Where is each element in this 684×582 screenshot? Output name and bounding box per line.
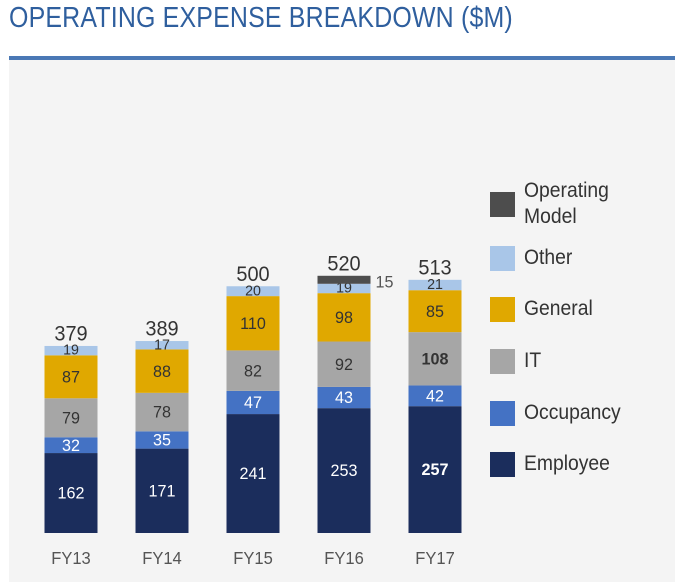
data-label-general-fy15: 110 <box>240 314 266 333</box>
total-label-fy13: 379 <box>54 322 87 346</box>
data-label-occupancy-fy16: 43 <box>335 388 353 407</box>
bar-it-fy13 <box>44 398 98 438</box>
bar-other-fy16 <box>317 283 371 294</box>
bar-general-fy15 <box>226 296 280 351</box>
legend-item-other: Other <box>490 245 577 271</box>
legend-item-occupancy: Occupancy <box>490 400 629 426</box>
data-label-occupancy-fy13: 32 <box>62 435 80 454</box>
bar-it-fy14 <box>135 392 189 432</box>
legend-label-it: IT <box>524 349 542 372</box>
data-label-general-fy14: 88 <box>153 361 171 380</box>
legend-item-it: IT <box>490 348 543 374</box>
bar-general-fy14 <box>135 349 189 393</box>
bar-general-fy13 <box>44 355 98 399</box>
data-label-occupancy-fy15: 47 <box>244 393 262 412</box>
legend-label-general: General <box>524 297 593 320</box>
bar-employee-fy15 <box>226 414 280 533</box>
x-tick-label-fy16: FY16 <box>324 548 364 569</box>
total-label-fy14: 389 <box>145 317 178 341</box>
bar-occupancy-fy13 <box>44 437 98 454</box>
title-divider <box>9 56 675 60</box>
x-tick-label-fy15: FY15 <box>233 548 273 569</box>
data-label-occupancy-fy17: 42 <box>426 386 444 405</box>
bar-other-fy15 <box>226 286 280 297</box>
chart-panel: 162 32 79 87 19 379 FY13 171 35 78 88 17 389 FY14 241 4… <box>9 60 675 582</box>
page-title: OPERATING EXPENSE BREAKDOWN ($M) <box>9 2 513 34</box>
data-label-occupancy-fy14: 35 <box>153 430 171 449</box>
legend-label-employee: Employee <box>524 452 610 475</box>
x-tick-label-fy13: FY13 <box>51 548 91 569</box>
bar-other-fy13 <box>44 345 98 356</box>
bar-it-fy17 <box>408 332 462 386</box>
data-label-employee-fy17: 257 <box>422 460 449 479</box>
data-label-general-fy16: 98 <box>335 308 353 327</box>
data-label-it-fy15: 82 <box>244 361 262 380</box>
bar-general-fy17 <box>408 290 462 333</box>
legend-swatch-it <box>490 348 515 374</box>
bar-employee-fy13 <box>44 453 98 533</box>
data-label-general-fy17: 85 <box>426 301 444 320</box>
data-label-it-fy14: 78 <box>153 402 171 421</box>
x-tick-label-fy17: FY17 <box>415 548 455 569</box>
legend-label-occupancy: Occupancy <box>524 401 621 424</box>
bar-occupancy-fy16 <box>317 386 371 409</box>
data-label-general-fy13: 87 <box>62 367 80 386</box>
data-label-it-fy13: 79 <box>62 408 80 427</box>
total-label-fy15: 500 <box>236 262 269 286</box>
bar-other-fy14 <box>135 341 189 350</box>
legend-swatch-other <box>490 245 515 271</box>
data-label-operating-model-fy16: 15 <box>376 272 394 291</box>
data-label-employee-fy13: 162 <box>58 483 85 502</box>
stacked-bar-chart: 16232798719379FY1317135788817389FY142414… <box>44 252 462 569</box>
bar-it-fy16 <box>317 341 371 387</box>
data-label-it-fy16: 92 <box>335 354 353 373</box>
data-label-it-fy17: 108 <box>422 349 449 368</box>
bar-occupancy-fy14 <box>135 431 189 449</box>
bar-employee-fy14 <box>135 448 189 533</box>
total-label-fy17: 513 <box>418 256 451 280</box>
data-label-other-fy17: 21 <box>427 277 443 293</box>
legend-item-general: General <box>490 296 599 322</box>
legend-label-other: Other <box>524 246 573 269</box>
data-label-other-fy13: 19 <box>63 342 79 358</box>
legend-item-employee: Employee <box>490 451 617 477</box>
bar-occupancy-fy17 <box>408 385 462 407</box>
legend-item-operating-model: Operating Model <box>490 178 616 230</box>
legend-swatch-employee <box>490 451 515 477</box>
data-label-employee-fy15: 241 <box>240 464 267 483</box>
legend-swatch-occupancy <box>490 400 515 426</box>
legend-swatch-operating-model <box>490 191 515 217</box>
data-label-other-fy14: 17 <box>154 337 170 353</box>
bar-employee-fy17 <box>408 406 462 533</box>
x-tick-label-fy14: FY14 <box>142 548 182 569</box>
bar-other-fy17 <box>408 279 462 291</box>
data-label-other-fy16: 19 <box>336 280 352 296</box>
legend-swatch-general <box>490 296 515 322</box>
data-label-other-fy15: 20 <box>245 283 261 299</box>
bar-employee-fy16 <box>317 408 371 533</box>
bar-occupancy-fy15 <box>226 390 280 415</box>
data-label-employee-fy16: 253 <box>331 461 358 480</box>
total-label-fy16: 520 <box>327 252 360 276</box>
legend-label-operating-model: Operating Model <box>524 179 609 228</box>
bar-operating-model-fy16 <box>317 275 371 284</box>
data-label-employee-fy14: 171 <box>149 481 176 500</box>
bar-general-fy16 <box>317 293 371 342</box>
bar-it-fy15 <box>226 350 280 391</box>
